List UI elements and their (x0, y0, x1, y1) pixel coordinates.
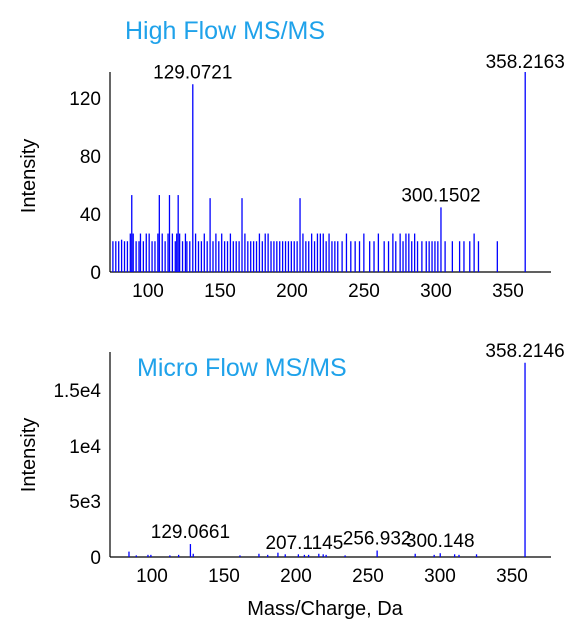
high-flow-title: High Flow MS/MS (125, 17, 325, 45)
high-flow-x-tick-label: 350 (492, 281, 524, 302)
micro-flow-peak-label: 358.2146 (485, 341, 564, 362)
micro-flow-x-tick-label: 250 (352, 566, 384, 587)
micro-flow-panel: Micro Flow MS/MS Intensity 0 5e3 1e4 1.5… (18, 341, 565, 587)
high-flow-x-tick-label: 150 (204, 281, 236, 302)
x-axis-label: Mass/Charge, Da (247, 598, 403, 620)
micro-flow-y-tick-label: 1.5e4 (53, 381, 101, 402)
micro-flow-y-tick-label: 1e4 (69, 437, 101, 458)
high-flow-x-tick-label: 200 (276, 281, 308, 302)
high-flow-peak-label: 358.2163 (486, 52, 565, 73)
micro-flow-peak-label: 256.932 (343, 529, 412, 550)
micro-flow-x-tick-label: 350 (496, 566, 528, 587)
micro-flow-title: Micro Flow MS/MS (137, 354, 347, 382)
high-flow-peak-label: 129.0721 (153, 62, 232, 83)
micro-flow-peaks (128, 362, 526, 557)
micro-flow-peak-label: 129.0661 (151, 522, 230, 543)
high-flow-y-tick-label: 120 (69, 89, 101, 110)
high-flow-peaks (112, 72, 526, 272)
high-flow-peak-labels: 129.0721 300.1502 358.2163 (153, 52, 565, 206)
high-flow-x-tick-label: 250 (348, 281, 380, 302)
high-flow-peak-label: 300.1502 (401, 185, 480, 206)
high-flow-x-tick-label: 100 (132, 281, 164, 302)
micro-flow-peak-label: 300.148 (406, 531, 475, 552)
high-flow-y-axis-label: Intensity (18, 139, 40, 213)
high-flow-panel: High Flow MS/MS Intensity 0 40 80 120 10… (18, 17, 565, 302)
micro-flow-y-tick-label: 0 (90, 548, 101, 569)
high-flow-y-tick-label: 80 (80, 147, 101, 168)
micro-flow-y-axis-label: Intensity (18, 418, 40, 492)
micro-flow-peak-label: 207.1145 (265, 533, 343, 554)
high-flow-y-tick-label: 0 (90, 263, 101, 284)
high-flow-y-tick-label: 40 (80, 205, 101, 226)
micro-flow-x-tick-label: 150 (208, 566, 240, 587)
micro-flow-x-tick-label: 200 (280, 566, 312, 587)
micro-flow-x-tick-label: 100 (136, 566, 168, 587)
micro-flow-x-tick-label: 300 (424, 566, 456, 587)
high-flow-x-tick-label: 300 (420, 281, 452, 302)
micro-flow-y-tick-label: 5e3 (69, 492, 101, 513)
